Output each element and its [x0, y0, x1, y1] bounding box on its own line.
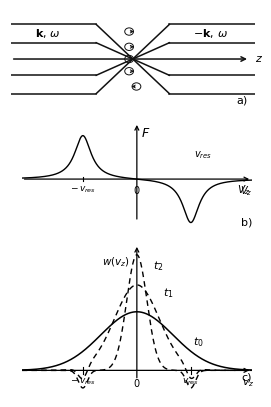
Text: $t_1$: $t_1$ — [163, 287, 173, 300]
Text: $V_z$: $V_z$ — [237, 183, 250, 197]
Text: $0$: $0$ — [133, 377, 141, 389]
Text: $-\mathbf{k}$$,\,\omega$: $-\mathbf{k}$$,\,\omega$ — [193, 27, 228, 40]
Text: $0$: $0$ — [133, 184, 141, 196]
Text: $v_{res}$: $v_{res}$ — [182, 377, 199, 387]
Text: $w(v_z)$: $w(v_z)$ — [102, 256, 130, 269]
Text: $t_0$: $t_0$ — [193, 335, 203, 349]
Text: $t_2$: $t_2$ — [153, 259, 164, 273]
Text: $-\,v_{res}$: $-\,v_{res}$ — [70, 377, 96, 387]
Text: $z$: $z$ — [255, 54, 263, 64]
Text: $-\,v_{res}$: $-\,v_{res}$ — [70, 184, 96, 195]
Text: $v_{res}$: $v_{res}$ — [194, 149, 212, 161]
Text: $V_z$: $V_z$ — [240, 184, 253, 198]
Text: b): b) — [241, 217, 252, 228]
Text: a): a) — [236, 96, 247, 106]
Text: $v_z$: $v_z$ — [242, 377, 254, 389]
Text: $F$: $F$ — [141, 127, 150, 140]
Text: c): c) — [241, 372, 252, 383]
Text: $\mathbf{k}$$,\,\omega$: $\mathbf{k}$$,\,\omega$ — [35, 27, 60, 40]
